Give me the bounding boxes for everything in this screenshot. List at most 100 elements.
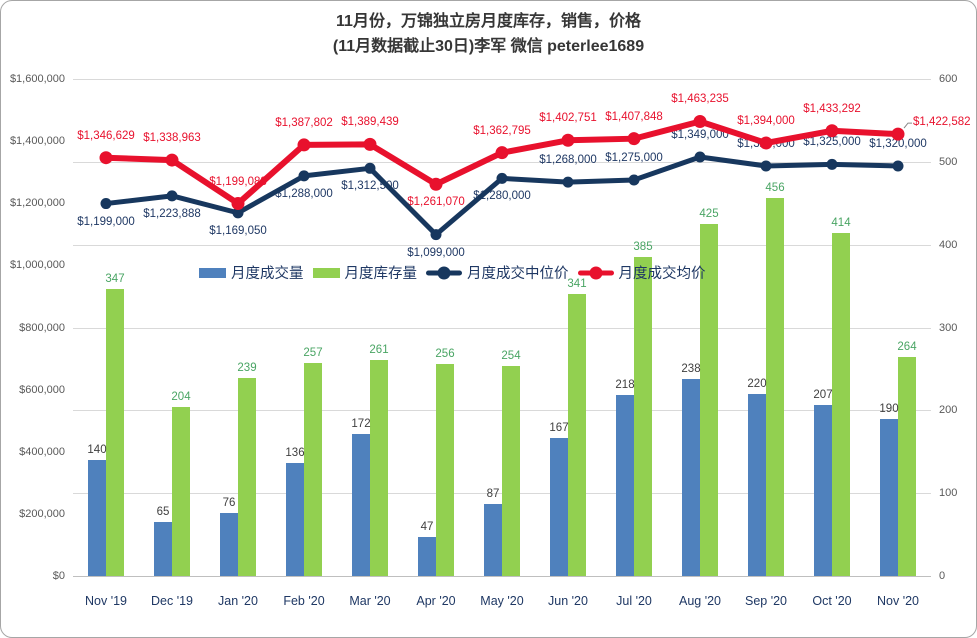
average-price-label: $1,199,088	[209, 175, 267, 188]
x-axis-label: Nov '19	[85, 594, 127, 608]
line-point	[561, 133, 575, 147]
x-axis-label: Apr '20	[416, 594, 456, 608]
right-axis-tick-label: 200	[939, 404, 958, 417]
volume-bar	[220, 513, 238, 576]
x-axis-label: Aug '20	[678, 594, 721, 608]
right-axis-tick-label: 400	[939, 238, 958, 251]
inventory-bar-label: 425	[699, 207, 719, 220]
legend-item-median-price: 月度成交中位价	[426, 262, 569, 283]
median-price-label: $1,223,888	[143, 207, 201, 220]
line-point	[627, 132, 641, 146]
gridline	[73, 79, 931, 80]
volume-bar-label: 65	[156, 506, 170, 519]
x-axis-label: Feb '20	[283, 594, 325, 608]
x-axis-label: Mar '20	[349, 594, 391, 608]
median-price-label: $1,349,000	[671, 128, 729, 141]
legend-marker-volume-icon	[199, 267, 226, 278]
legend-marker-inventory-icon	[312, 267, 340, 278]
left-axis-tick-label: $0	[52, 570, 65, 582]
median-price-label: $1,288,000	[275, 187, 333, 200]
average-price-label: $1,463,235	[671, 93, 729, 106]
line-point	[495, 146, 509, 160]
x-axis-label: Nov '20	[877, 594, 919, 608]
page-title: 11月份，万锦独立房月度库存，销售，价格	[336, 13, 641, 30]
x-axis-label: Dec '19	[151, 594, 193, 608]
legend: 月度成交量 月度库存量 月度成交中位价 月度成交均价	[199, 262, 706, 283]
volume-bar	[880, 418, 898, 576]
x-axis-label: Sep '20	[744, 594, 787, 608]
inventory-bar	[238, 378, 256, 576]
average-price-label: $1,338,963	[143, 132, 201, 145]
median-price-label: $1,280,000	[473, 190, 531, 203]
right-axis-tick-label: 0	[939, 570, 946, 582]
line-point	[363, 137, 377, 151]
line-point	[232, 207, 244, 219]
average-price-label: $1,389,439	[341, 116, 399, 129]
line-point	[562, 176, 574, 188]
median-price-label: $1,268,000	[539, 154, 597, 167]
x-axis-line	[73, 576, 931, 577]
median-price-label: $1,312,500	[341, 180, 399, 193]
average-price-label: $1,402,751	[539, 112, 597, 125]
median-price-label: $1,169,050	[209, 224, 267, 237]
left-axis-tick-label: $400,000	[19, 445, 65, 458]
volume-bar-label: 207	[813, 388, 833, 401]
volume-bar	[352, 433, 370, 576]
volume-bar	[484, 503, 502, 576]
average-price-label: $1,394,000	[737, 114, 795, 127]
volume-bar	[88, 460, 106, 576]
line-point	[825, 124, 839, 138]
line-point	[297, 138, 311, 152]
line-point	[364, 162, 376, 174]
volume-bar	[616, 395, 634, 576]
volume-bar-label: 47	[420, 521, 434, 534]
x-axis-label: Jul '20	[616, 594, 652, 608]
inventory-bar-label: 204	[171, 391, 191, 404]
volume-bar	[286, 463, 304, 576]
inventory-bar	[304, 363, 322, 576]
line-point	[166, 190, 178, 202]
inventory-bar	[898, 357, 916, 576]
line-point	[496, 172, 508, 184]
legend-item-volume: 月度成交量	[199, 262, 304, 283]
median-price-label: $1,199,000	[77, 215, 135, 228]
line-point	[298, 170, 310, 182]
gridline	[73, 244, 931, 246]
legend-label-inventory: 月度库存量	[344, 266, 418, 282]
label-leader-line	[903, 122, 912, 129]
volume-bar	[748, 393, 766, 576]
average-price-label: $1,346,629	[77, 129, 135, 142]
inventory-bar	[634, 257, 652, 576]
legend-item-inventory: 月度库存量	[312, 262, 418, 283]
inventory-bar-label: 254	[501, 349, 521, 362]
x-axis-label: May '20	[480, 594, 524, 608]
legend-label-average-price: 月度成交均价	[618, 266, 706, 282]
volume-bar-label: 87	[486, 487, 500, 500]
median-price-label: $1,275,000	[605, 151, 663, 164]
left-axis-tick-label: $1,000,000	[9, 259, 65, 272]
line-point	[429, 177, 443, 191]
inventory-bar-label: 347	[105, 272, 125, 285]
median-price-label: $1,099,000	[407, 246, 465, 259]
right-axis-tick-label: 600	[939, 73, 958, 85]
inventory-bar-label: 264	[897, 341, 917, 354]
inventory-bar	[172, 407, 190, 576]
legend-marker-median-price-icon	[426, 265, 462, 281]
inventory-bar-label: 257	[303, 347, 323, 360]
line-point	[628, 174, 640, 186]
inventory-bar	[502, 365, 520, 576]
volume-bar-label: 136	[285, 447, 305, 460]
volume-bar-label: 218	[615, 379, 635, 392]
volume-bar-label: 190	[879, 402, 899, 415]
volume-bar	[550, 437, 568, 576]
volume-bar-label: 238	[681, 362, 701, 375]
x-axis-label: Oct '20	[812, 594, 852, 608]
median-price-label: $1,325,000	[803, 136, 861, 149]
line-point	[694, 151, 706, 163]
line-point	[165, 153, 179, 167]
left-axis-tick-label: $1,400,000	[9, 135, 65, 148]
right-axis-tick-label: 300	[939, 321, 958, 334]
right-axis-tick-label: 100	[939, 487, 958, 500]
page-subtitle: (11月数据截止30日)李军 微信 peterlee1689	[332, 38, 645, 55]
